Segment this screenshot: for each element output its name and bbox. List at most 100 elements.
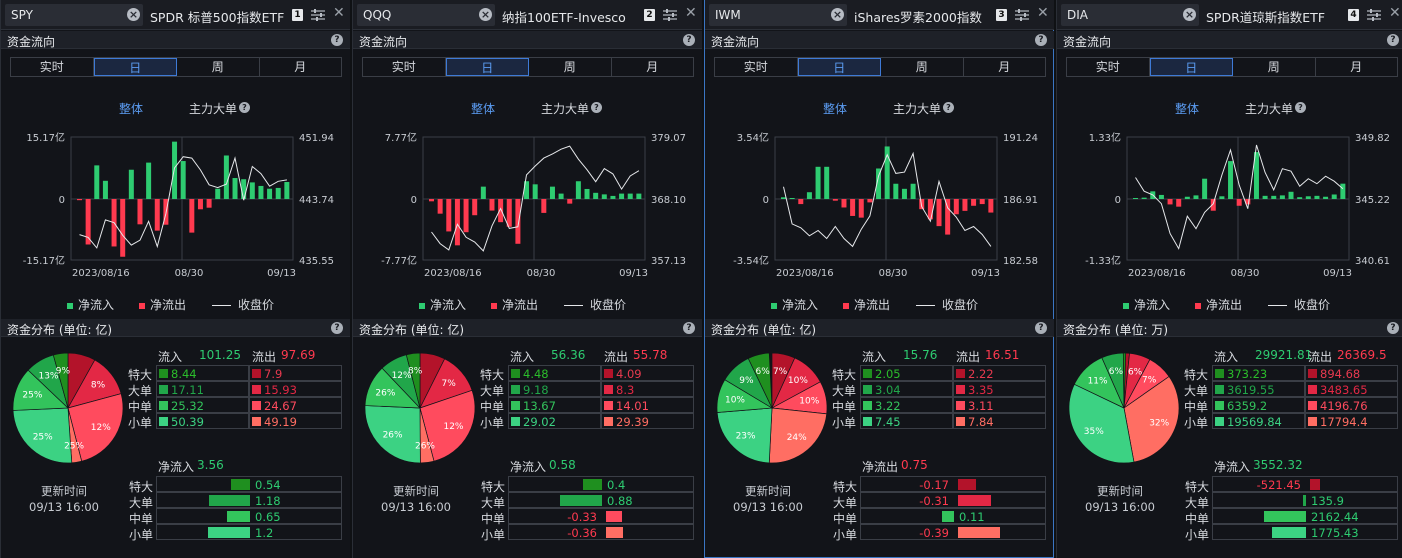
help-icon[interactable]: ? [331,322,343,334]
legend-label: 收盘价 [1294,298,1331,312]
flow-bar [472,199,478,216]
inflow-cell: 3.22 [860,397,953,413]
tab-realtime[interactable]: 实时 [715,58,798,76]
help-icon[interactable]: ? [683,322,695,334]
flow-bar [1193,195,1199,199]
legend-net-outflow: 净流出 [491,296,538,313]
tab-month[interactable]: 月 [1350,60,1363,74]
settings-sliders-icon[interactable] [311,9,325,21]
pie-label-in: 35% [1084,427,1104,437]
tab-month[interactable]: 月 [998,60,1011,74]
symbol-input[interactable]: SPY × [5,4,143,26]
help-icon[interactable]: ? [1035,322,1047,334]
close-price-line [431,145,640,252]
help-icon[interactable]: ? [1387,322,1399,334]
flow-bar [489,199,495,211]
mode-whole-toggle[interactable]: 整体 [471,102,496,116]
help-icon[interactable]: ? [683,34,695,46]
inflow-value: 6359.2 [1227,399,1268,413]
security-name: 纳指100ETF-Invesco [502,10,626,25]
tab-day[interactable]: 日 [445,58,529,76]
help-icon[interactable]: ? [943,102,954,113]
tab-month[interactable]: 月 [294,60,307,74]
outflow-cell: 17794.4 [1305,413,1398,429]
clear-icon[interactable]: × [127,8,140,21]
symbol-input[interactable]: DIA × [1061,4,1199,26]
mode-whole-toggle[interactable]: 整体 [119,102,144,116]
pie-slice [1068,383,1135,464]
tab-week[interactable]: 周 [529,58,612,76]
pie-label-out: 10% [788,376,808,386]
symbol-input[interactable]: QQQ × [357,4,495,26]
tab-realtime[interactable]: 实时 [1067,58,1150,76]
distribution-row: 大单 3.04 3.35 [832,381,1046,398]
flow-bar [284,181,290,199]
row-label: 特大 [832,368,857,382]
mode-whole-toggle[interactable]: 整体 [1175,102,1200,116]
flow-bar [94,165,100,199]
tab-day[interactable]: 日 [1149,58,1233,76]
pie-slice [12,407,73,464]
net-flow-bar [1310,479,1320,490]
symbol-input[interactable]: IWM × [709,4,847,26]
help-icon[interactable]: ? [1035,34,1047,46]
close-icon[interactable]: ✕ [1037,5,1049,21]
inflow-value: 9.18 [523,383,549,397]
net-flow-value: 1.18 [255,494,281,508]
row-label: 特大 [1185,480,1210,494]
help-icon[interactable]: ? [1387,34,1399,46]
flow-bar [876,168,882,199]
flow-bar [858,199,864,218]
help-icon[interactable]: ? [331,34,343,46]
help-icon[interactable]: ? [1295,102,1306,113]
tab-realtime[interactable]: 实时 [363,58,446,76]
inflow-value: 29.02 [523,415,556,429]
mode-main-toggle[interactable]: 主力大单 [541,102,590,116]
outflow-cell: 3483.65 [1305,381,1398,397]
net-flow-row: 特大 -0.17 [833,476,1046,494]
close-icon[interactable]: ✕ [685,5,697,21]
clear-icon[interactable]: × [1183,8,1196,21]
tab-day[interactable]: 日 [93,58,177,76]
net-flow-row: 大单 135.9 [1185,492,1398,510]
tab-week[interactable]: 周 [1233,58,1316,76]
row-label: 大单 [129,496,154,510]
y-right-tick: 340.61 [1355,256,1390,267]
update-time-value: 09/13 16:00 [381,500,451,514]
outflow-total: 26369.5 [1337,348,1387,362]
clear-icon[interactable]: × [479,8,492,21]
mode-main-toggle[interactable]: 主力大单 [893,102,942,116]
row-label: 特大 [129,480,154,494]
outflow-total: 16.51 [985,348,1020,362]
flow-bar [867,199,873,203]
mode-main-toggle[interactable]: 主力大单 [189,102,238,116]
help-icon[interactable]: ? [591,102,602,113]
tab-week[interactable]: 周 [881,58,964,76]
flow-bar [1331,194,1337,199]
tab-week[interactable]: 周 [177,58,260,76]
mode-whole-toggle[interactable]: 整体 [823,102,848,116]
clear-icon[interactable]: × [831,8,844,21]
tab-month[interactable]: 月 [646,60,659,74]
outflow-cell: 15.93 [249,381,342,397]
distribution-row: 中单 3.22 3.11 [832,397,1046,414]
flow-bar [137,199,143,225]
outflow-swatch [1308,401,1317,410]
net-flow-value: -0.33 [567,510,597,524]
row-label: 小单 [480,416,505,430]
flow-bar [558,193,564,199]
settings-sliders-icon[interactable] [663,9,677,21]
close-icon[interactable]: ✕ [1389,5,1401,21]
help-icon[interactable]: ? [239,102,250,113]
outflow-value: 8.3 [616,383,635,397]
inflow-total: 56.36 [551,348,586,362]
tab-realtime[interactable]: 实时 [11,58,94,76]
close-icon[interactable]: ✕ [333,5,345,21]
outflow-swatch [604,369,613,378]
mode-main-toggle[interactable]: 主力大单 [1245,102,1294,116]
tab-day[interactable]: 日 [797,58,881,76]
settings-sliders-icon[interactable] [1015,9,1029,21]
section-header-flow: 资金流向? [705,31,1054,49]
legend-swatch-in [1123,302,1129,309]
settings-sliders-icon[interactable] [1367,9,1381,21]
